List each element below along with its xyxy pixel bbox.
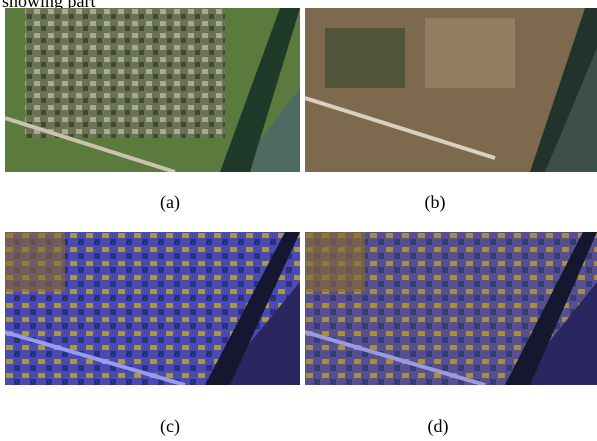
caption: (c): [140, 416, 200, 437]
page: showing part: [0, 0, 597, 441]
image-d: [305, 232, 597, 385]
caption: (b): [405, 192, 465, 213]
caption: (a): [140, 192, 200, 213]
image-a: [5, 8, 300, 172]
image-c: [5, 232, 300, 385]
caption: (d): [408, 416, 468, 437]
image-b: [305, 8, 597, 172]
